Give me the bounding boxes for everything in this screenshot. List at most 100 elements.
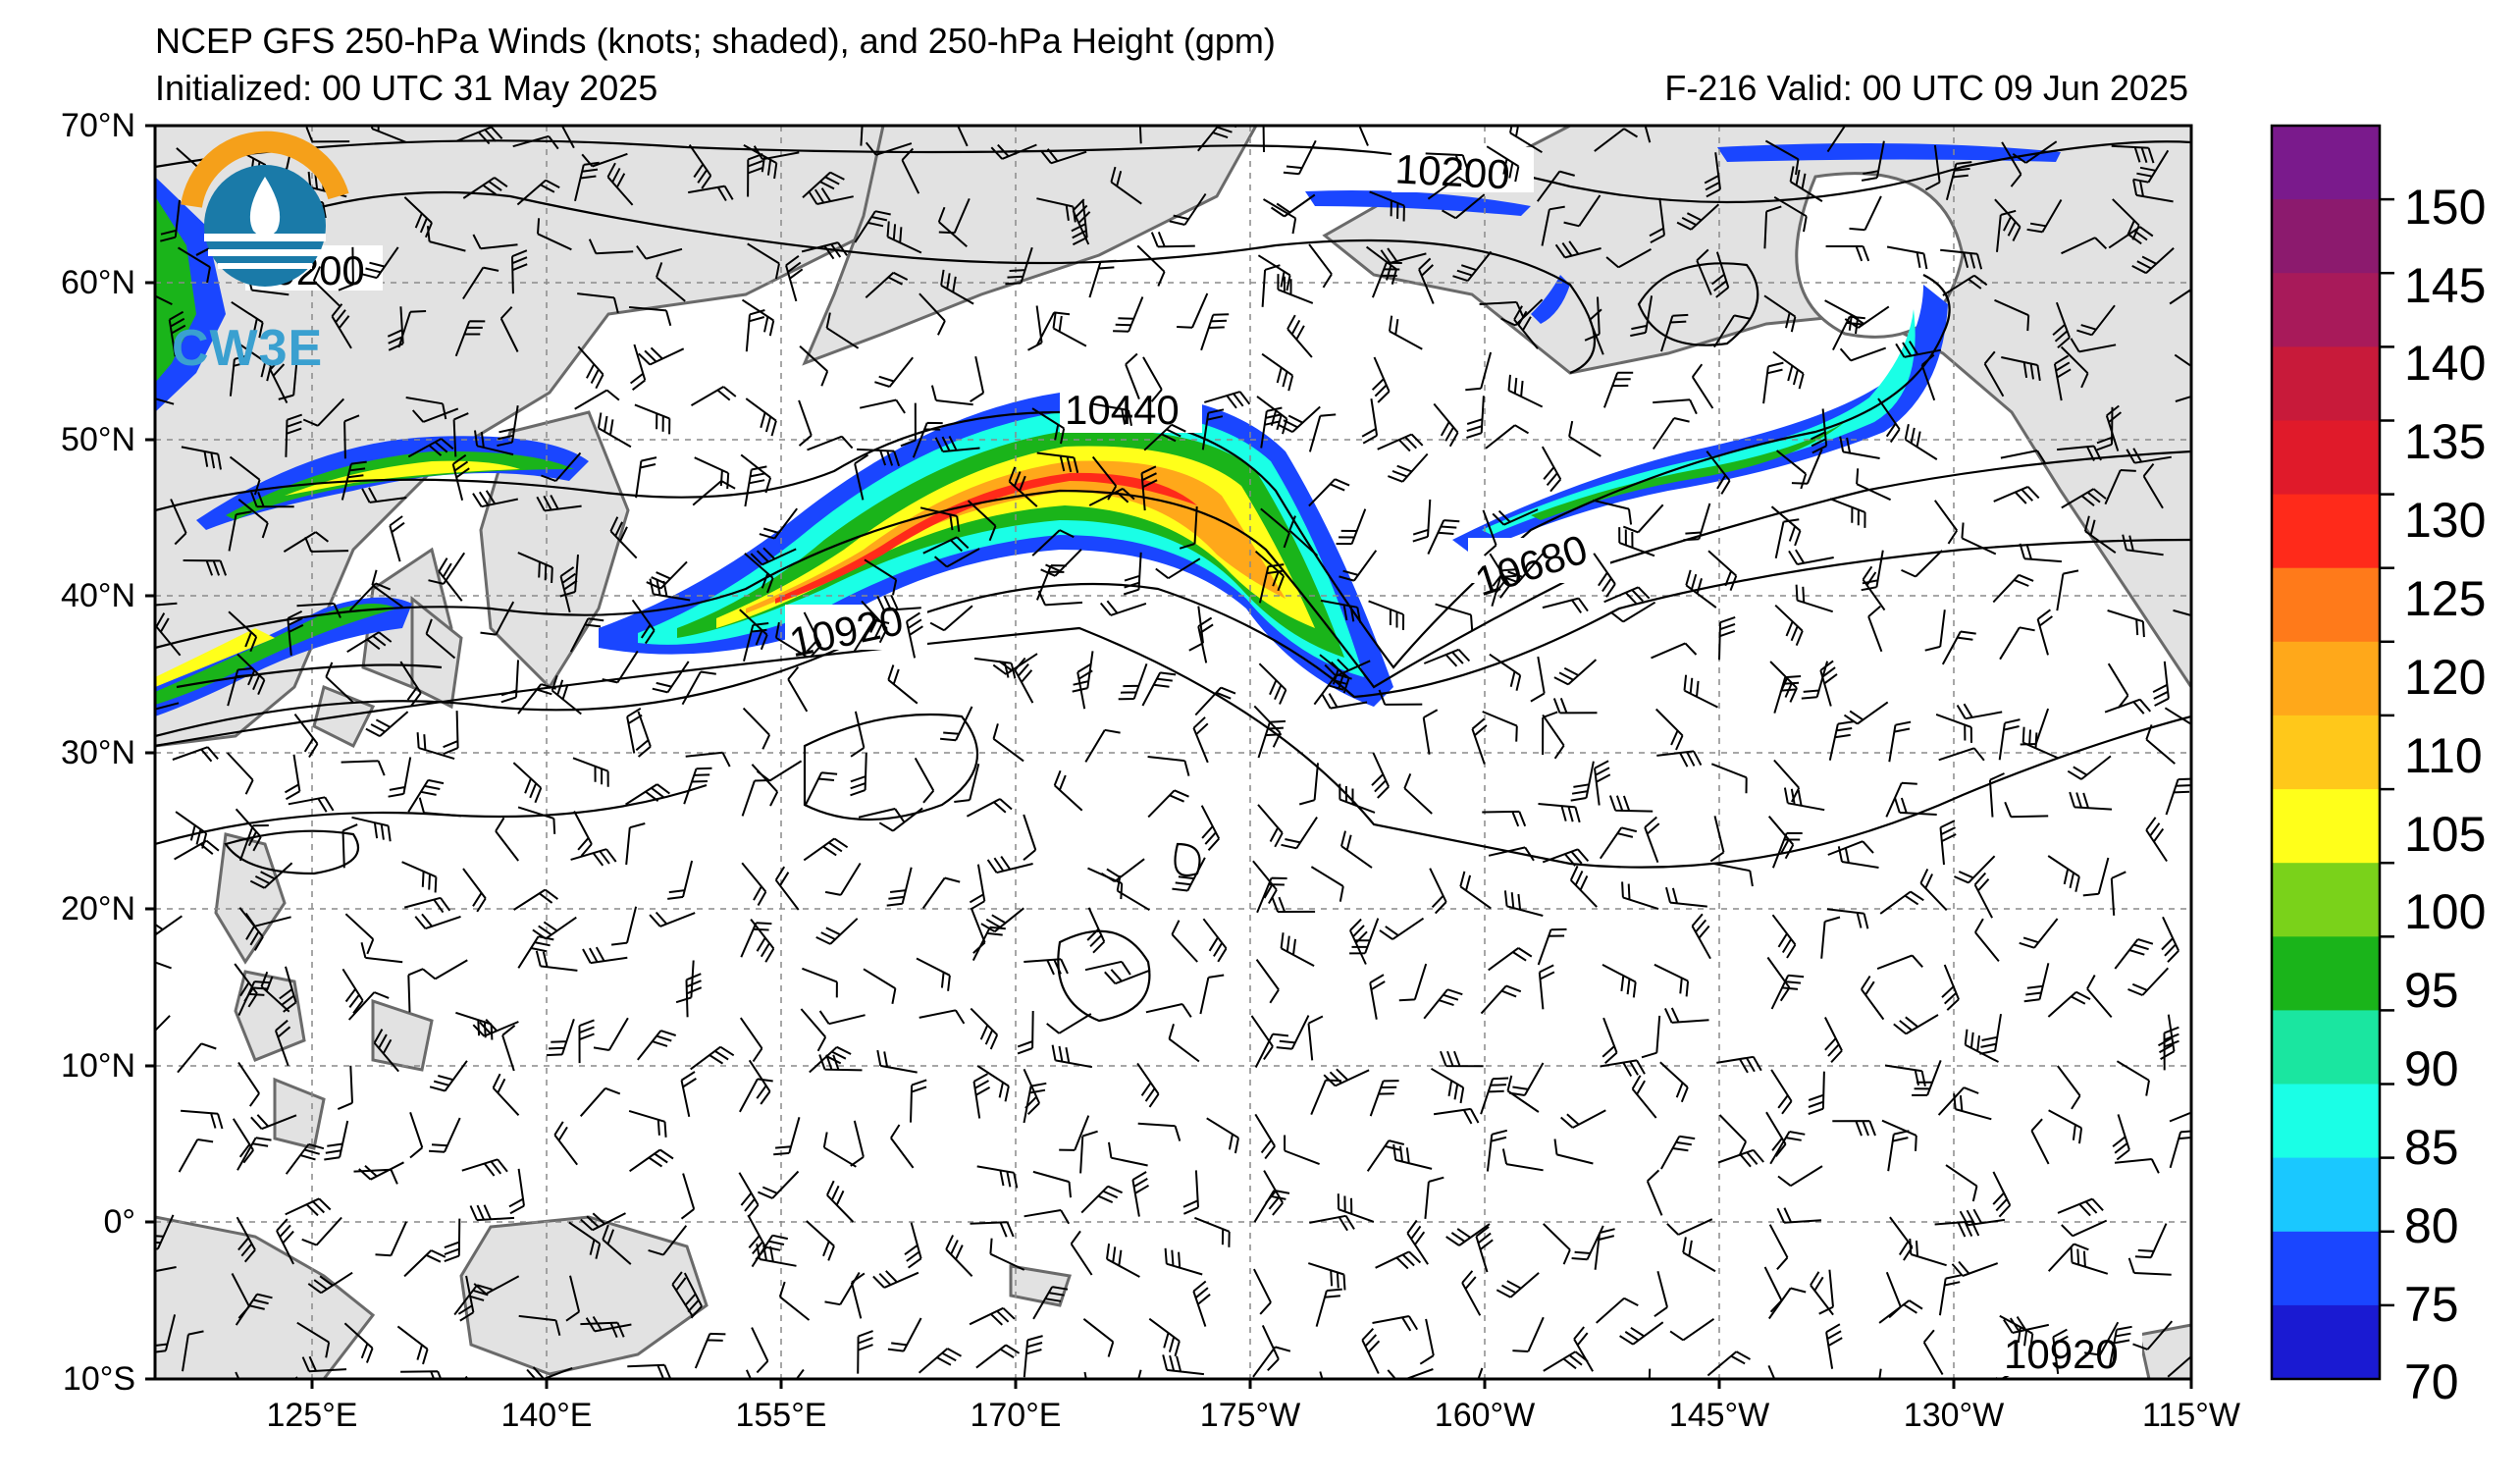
wind-barb <box>1076 662 1093 710</box>
wind-barb <box>425 618 456 660</box>
wind-barb <box>1584 296 1601 342</box>
wind-barb <box>1489 553 1511 599</box>
wind-barb <box>1771 914 1797 959</box>
wind-barb <box>1261 264 1281 307</box>
wind-barb <box>1169 192 1207 226</box>
wind-barb <box>1377 433 1424 452</box>
wind-barb <box>971 926 1006 962</box>
wind-barb <box>1204 391 1251 409</box>
wind-barb <box>756 1244 797 1267</box>
wind-barb <box>472 1019 519 1037</box>
wind-barb <box>1261 352 1294 392</box>
wind-barb <box>824 862 862 896</box>
lon-label: 140°E <box>500 1397 593 1434</box>
wind-barb <box>1665 886 1707 908</box>
wind-barb <box>901 147 920 194</box>
wind-barb <box>568 1221 602 1259</box>
wind-barb <box>970 1221 1015 1238</box>
wind-barb <box>407 968 424 1013</box>
wind-barb <box>1770 1069 1793 1115</box>
wind-barb <box>1789 166 1823 202</box>
wind-barb <box>236 1216 256 1263</box>
wind-barb <box>1553 659 1598 686</box>
wind-barb <box>348 582 392 611</box>
wind-barb <box>934 435 980 453</box>
lat-label: 10°S <box>62 1360 135 1398</box>
wind-barb <box>1368 600 1405 631</box>
wind-barb <box>818 1010 866 1026</box>
wind-barb <box>1361 1328 1381 1374</box>
wind-barb <box>1137 1369 1142 1379</box>
wind-barb <box>546 1018 575 1057</box>
wind-barb <box>741 298 775 337</box>
wind-barb <box>1718 1114 1748 1157</box>
wind-barb <box>288 796 335 813</box>
wind-barb <box>874 356 914 388</box>
map-title: NCEP GFS 250-hPa Winds (knots; shaded), … <box>155 21 1276 61</box>
wind-barb <box>1596 1297 1639 1324</box>
wind-barb <box>1482 711 1518 742</box>
wind-barb <box>648 1225 688 1256</box>
wind-barb <box>1651 642 1698 660</box>
wind-barb <box>1307 1262 1346 1291</box>
wind-barb <box>1283 139 1317 176</box>
wind-barb <box>1281 817 1318 850</box>
wind-barb <box>1593 553 1616 598</box>
wind-barb <box>1644 816 1660 864</box>
wind-barb <box>1938 747 1985 762</box>
wind-barb <box>683 1272 703 1319</box>
wind-barb <box>1998 718 2021 761</box>
wind-barb <box>1471 717 1488 765</box>
wind-barb <box>2057 445 2102 461</box>
wind-barb <box>876 594 921 611</box>
wind-barb <box>602 650 639 684</box>
wind-barb <box>649 578 691 602</box>
wind-barb <box>276 1218 294 1265</box>
lat-label: 20°N <box>61 890 135 927</box>
wind-barb <box>236 653 266 695</box>
wind-barb <box>177 1042 217 1074</box>
wind-barb <box>1137 1122 1181 1141</box>
colorbar-segment <box>2272 1231 2380 1306</box>
wind-barb <box>1506 1075 1540 1113</box>
wind-barb <box>181 1109 224 1130</box>
wind-barb <box>1713 314 1751 348</box>
wind-barb <box>969 1306 1016 1326</box>
wind-barb <box>1707 550 1738 591</box>
wind-barb <box>1601 964 1637 998</box>
wind-barb <box>341 760 386 776</box>
wind-barb <box>1563 194 1601 228</box>
wind-barb <box>2036 609 2053 656</box>
wind-barb <box>285 413 303 457</box>
wind-barb <box>1388 452 1429 483</box>
wind-barb <box>1704 152 1721 198</box>
wind-barb <box>1358 126 1369 146</box>
wind-barb <box>972 1073 991 1119</box>
wind-barb <box>1037 590 1083 607</box>
wind-barb <box>1040 148 1087 165</box>
wind-barb <box>2165 777 2191 816</box>
wind-barb <box>1832 1120 1876 1137</box>
wind-barb <box>921 876 961 910</box>
wind-barb <box>638 346 685 366</box>
wind-barb <box>1641 1015 1661 1059</box>
wind-barb <box>1996 209 2017 252</box>
wind-barb <box>296 602 341 618</box>
wind-barb <box>1933 500 1959 545</box>
wind-barb <box>1488 947 1533 972</box>
colorbar-segment <box>2272 789 2380 864</box>
wind-barb <box>2132 149 2170 184</box>
wind-barb <box>863 968 897 1004</box>
wind-barb <box>1716 1055 1762 1074</box>
wind-barb <box>536 495 582 512</box>
wind-barb <box>945 1235 973 1277</box>
wind-barb <box>2070 1246 2109 1275</box>
wind-barb <box>1206 1117 1239 1154</box>
wind-barb <box>1507 374 1544 408</box>
wind-barb <box>2012 140 2058 164</box>
wind-barb <box>1422 709 1439 755</box>
wind-barb <box>492 1073 520 1116</box>
wind-barb <box>1140 465 1158 511</box>
wind-barb <box>2132 1320 2174 1351</box>
wind-barb <box>588 238 634 255</box>
